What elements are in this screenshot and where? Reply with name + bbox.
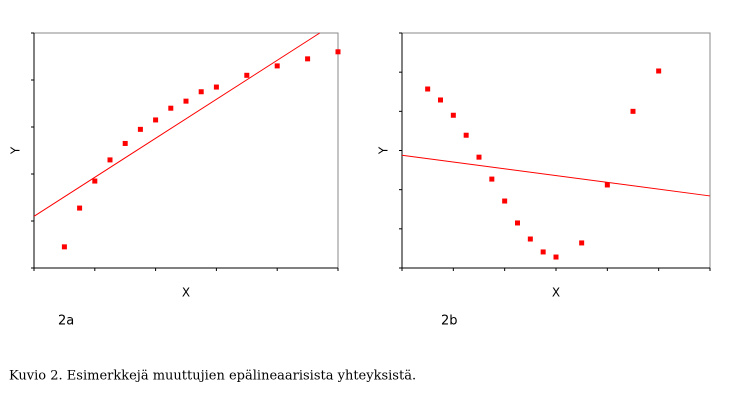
plot-frame: [401, 32, 711, 269]
point: [92, 178, 98, 184]
point: [137, 126, 143, 132]
point: [107, 157, 113, 163]
plot-frame: [33, 32, 339, 269]
point: [438, 97, 443, 103]
point: [630, 108, 636, 114]
x-axis-label: X: [182, 286, 190, 300]
point: [476, 154, 482, 160]
chart-title: 2b: [441, 314, 458, 329]
fit-line: [33, 32, 321, 217]
point: [540, 249, 546, 255]
point: [183, 98, 189, 104]
point: [489, 176, 495, 182]
point: [553, 254, 559, 260]
point: [527, 236, 533, 242]
point: [656, 68, 662, 74]
point: [305, 56, 311, 62]
caption: Kuvio 2. Esimerkkejä muuttujien epälinea…: [9, 369, 416, 384]
point: [168, 105, 174, 111]
point: [153, 117, 159, 123]
point: [515, 220, 520, 226]
chart-title: 2a: [58, 314, 74, 329]
point: [61, 244, 67, 250]
point: [77, 205, 83, 211]
point: [604, 182, 610, 188]
point: [274, 63, 280, 69]
fit-line: [401, 154, 711, 197]
y-axis-label: Y: [9, 146, 23, 155]
x-axis-label: X: [552, 286, 560, 300]
point: [502, 198, 508, 204]
point: [213, 84, 219, 90]
y-axis-label: Y: [377, 146, 391, 155]
point: [244, 72, 250, 78]
point: [425, 86, 431, 92]
point: [198, 89, 204, 95]
point: [450, 112, 456, 118]
point: [335, 49, 341, 55]
point: [579, 240, 585, 246]
point: [463, 132, 469, 138]
point: [122, 140, 128, 146]
